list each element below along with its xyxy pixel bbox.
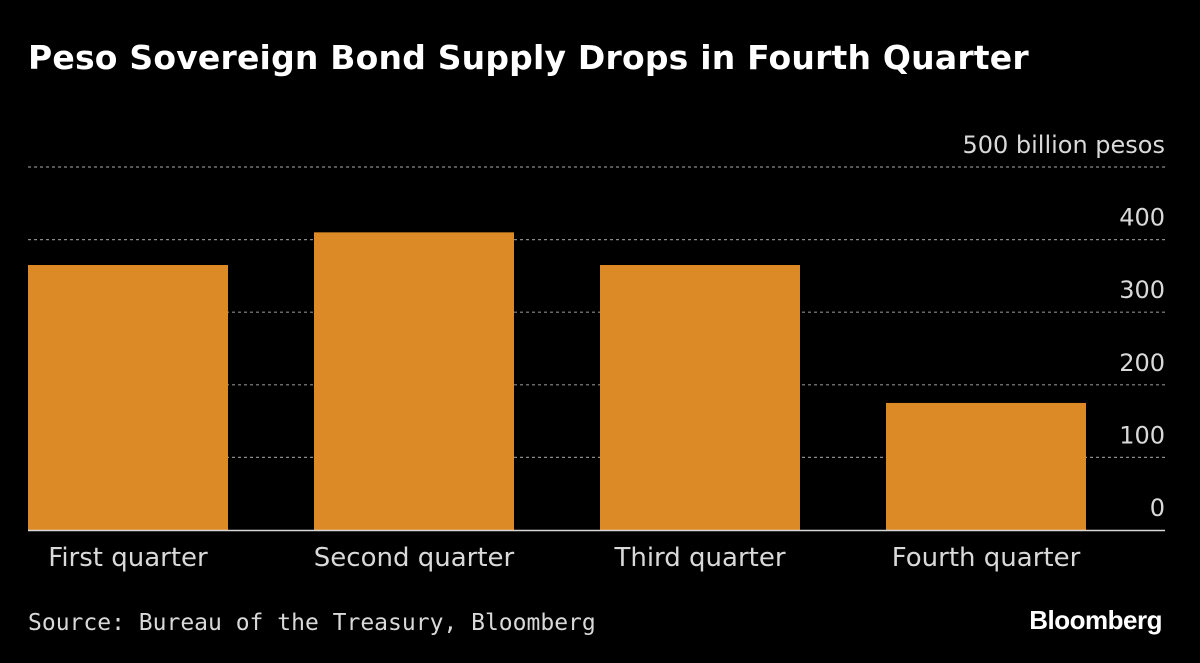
- x-tick-label: Fourth quarter: [892, 543, 1081, 573]
- y-tick-label-500: 500 billion pesos: [962, 131, 1165, 159]
- bar-second-quarter: [314, 232, 514, 530]
- y-tick-label-300: 300: [1119, 276, 1165, 304]
- y-tick-label-100: 100: [1119, 421, 1165, 449]
- y-tick-label-200: 200: [1119, 349, 1165, 377]
- bar-fourth-quarter: [886, 402, 1086, 530]
- source-note: Source: Bureau of the Treasury, Bloomber…: [28, 610, 596, 636]
- bar-third-quarter: [600, 265, 800, 530]
- x-tick-label: Second quarter: [314, 543, 515, 573]
- y-tick-label-0: 0: [1150, 494, 1165, 522]
- y-tick-label-400: 400: [1119, 204, 1165, 232]
- x-tick-label: First quarter: [48, 543, 208, 573]
- bar-first-quarter: [28, 265, 228, 530]
- chart-title: Peso Sovereign Bond Supply Drops in Four…: [28, 38, 1029, 77]
- bloomberg-logo: Bloomberg: [1029, 605, 1162, 635]
- x-tick-label: Third quarter: [613, 543, 785, 573]
